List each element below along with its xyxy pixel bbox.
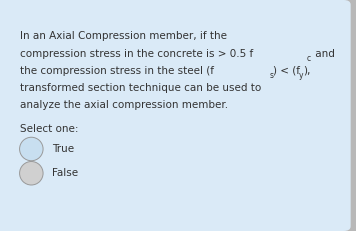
Ellipse shape — [20, 161, 43, 185]
Ellipse shape — [20, 137, 43, 161]
Text: c: c — [307, 54, 311, 63]
Text: ),: ), — [303, 66, 310, 76]
Text: compression stress in the concrete is > 0.5 f: compression stress in the concrete is > … — [20, 49, 253, 59]
Text: Select one:: Select one: — [20, 124, 78, 134]
Text: analyze the axial compression member.: analyze the axial compression member. — [20, 100, 228, 110]
Text: the compression stress in the steel (f: the compression stress in the steel (f — [20, 66, 214, 76]
Text: and: and — [312, 49, 334, 59]
Text: False: False — [52, 168, 78, 178]
Text: ) < (f: ) < (f — [273, 66, 300, 76]
Text: transformed section technique can be used to: transformed section technique can be use… — [20, 83, 261, 93]
Text: True: True — [52, 144, 74, 154]
Text: In an Axial Compression member, if the: In an Axial Compression member, if the — [20, 31, 226, 41]
Text: s: s — [269, 72, 273, 80]
Text: y: y — [299, 72, 303, 80]
